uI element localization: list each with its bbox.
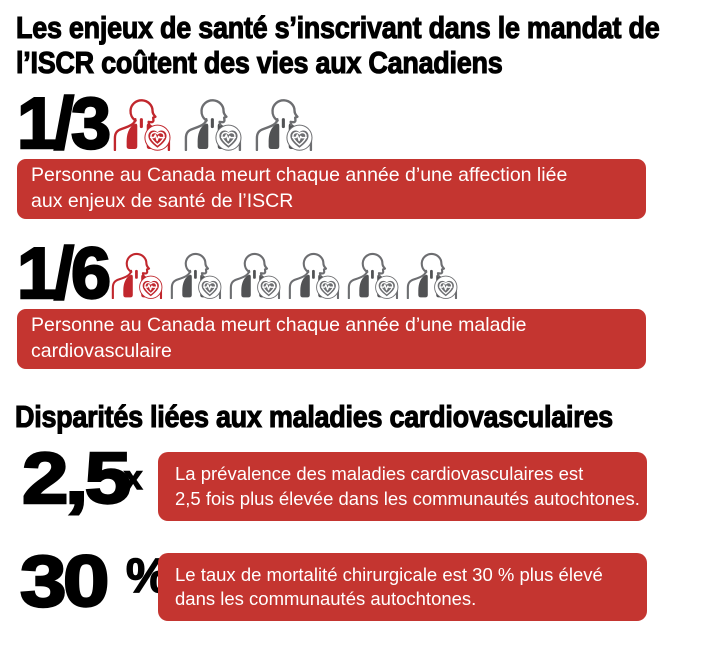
stat-value-2-5: 2,5 bbox=[21, 442, 133, 516]
stat-text-line: Le taux de mortalité chirurgicale est 30… bbox=[175, 563, 603, 585]
stat-value-text: 2,5 bbox=[21, 439, 133, 519]
banner-text-line: aux enjeux de santé de l’ISCR bbox=[31, 190, 294, 212]
person-lungs-heart-icon bbox=[288, 252, 340, 299]
person-lungs-heart-icon-highlighted bbox=[111, 252, 163, 299]
person-lungs-heart-icon bbox=[255, 99, 313, 151]
pictograph-row-one-sixth bbox=[110, 252, 459, 299]
stat-banner-one-sixth: Personne au Canada meurt chaque année d’… bbox=[17, 309, 646, 369]
page-title: Les enjeux de santé s’inscrivant dans le… bbox=[16, 9, 661, 81]
stat-text-line: dans les communautés autochtones. bbox=[175, 588, 477, 609]
person-lungs-heart-icon bbox=[347, 252, 399, 299]
page-title-line-1: Les enjeux de santé s’inscrivant dans le… bbox=[16, 9, 661, 45]
person-lungs-heart-icon bbox=[229, 252, 281, 299]
banner-text-line: Personne au Canada meurt chaque année d’… bbox=[31, 314, 527, 337]
banner-text-line: cardiovasculaire bbox=[31, 340, 172, 362]
stat-unit-times: x bbox=[123, 459, 143, 496]
pictograph-row-one-third bbox=[112, 98, 314, 151]
stat-value-text: 30 bbox=[19, 542, 111, 622]
page-title-line-2: l’ISCR coûtent des vies aux Canadiens bbox=[16, 44, 504, 81]
stat-description-box-mortality: Le taux de mortalité chirurgicale est 30… bbox=[158, 553, 647, 621]
person-lungs-heart-icon bbox=[406, 252, 458, 299]
section-heading-disparities: Disparités liées aux maladies cardiovasc… bbox=[15, 398, 614, 434]
banner-text-line: Personne au Canada meurt chaque année d’… bbox=[31, 164, 568, 187]
person-lungs-heart-icon-highlighted bbox=[113, 99, 171, 151]
stat-ratio-one-sixth: 1/6 bbox=[16, 234, 112, 314]
stat-value-30: 30 bbox=[19, 545, 111, 619]
stat-ratio-one-third: 1/3 bbox=[16, 84, 112, 164]
stat-banner-one-third: Personne au Canada meurt chaque année d’… bbox=[17, 159, 646, 219]
person-lungs-heart-icon bbox=[184, 99, 242, 151]
stat-text-line: 2,5 fois plus élevée dans les communauté… bbox=[175, 487, 640, 509]
person-lungs-heart-icon bbox=[170, 252, 222, 299]
stat-text-line: La prévalence des maladies cardiovascula… bbox=[175, 463, 584, 485]
stat-description-box-prevalence: La prévalence des maladies cardiovascula… bbox=[158, 452, 647, 521]
